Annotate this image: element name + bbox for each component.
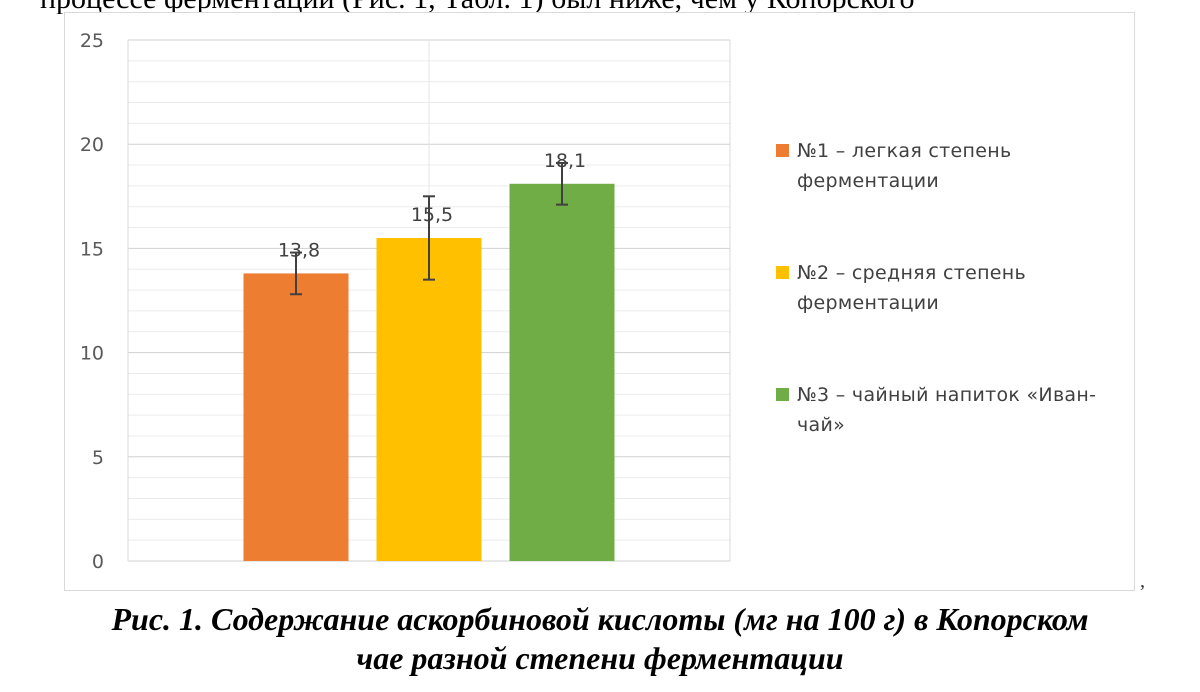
legend-swatch-2: [776, 266, 789, 279]
error-bars: [290, 161, 568, 296]
y-tick-label: 25: [80, 30, 104, 52]
y-axis-ticks: 0 5 10 15 20 25: [80, 30, 104, 573]
bar-1: [243, 273, 349, 561]
y-tick-label: 20: [80, 134, 104, 156]
bar-2: [376, 237, 482, 562]
data-label-3: 18,1: [544, 150, 586, 172]
legend-label-2: №2 – средняя степень ферментации: [797, 262, 1027, 314]
y-tick-label: 15: [80, 238, 104, 260]
y-tick-label: 10: [80, 343, 104, 365]
data-labels: 13,8 15,5 18,1: [278, 150, 586, 262]
data-label-1: 13,8: [278, 239, 320, 261]
document-top-text: процессе ферментации (Рис. 1, Табл. 1) б…: [40, 0, 1200, 14]
data-label-2: 15,5: [411, 204, 453, 226]
y-tick-label: 0: [92, 551, 104, 573]
legend-label-3: №3 – чайный напиток «Иван-чай»: [797, 384, 1097, 436]
legend-label-1: №1 – легкая степень ферментации: [797, 140, 1012, 192]
bars: [243, 183, 615, 562]
legend-swatch-1: [776, 144, 789, 157]
stray-mark: ,: [1140, 570, 1145, 592]
caption-line-1: Рис. 1. Содержание аскорбиновой кислоты …: [111, 601, 1089, 637]
legend-swatch-3: [776, 388, 789, 401]
bar-3: [509, 183, 615, 561]
figure-caption: Рис. 1. Содержание аскорбиновой кислоты …: [0, 600, 1200, 678]
caption-line-2: чае разной степени ферментации: [356, 640, 844, 676]
y-tick-label: 5: [92, 447, 104, 469]
